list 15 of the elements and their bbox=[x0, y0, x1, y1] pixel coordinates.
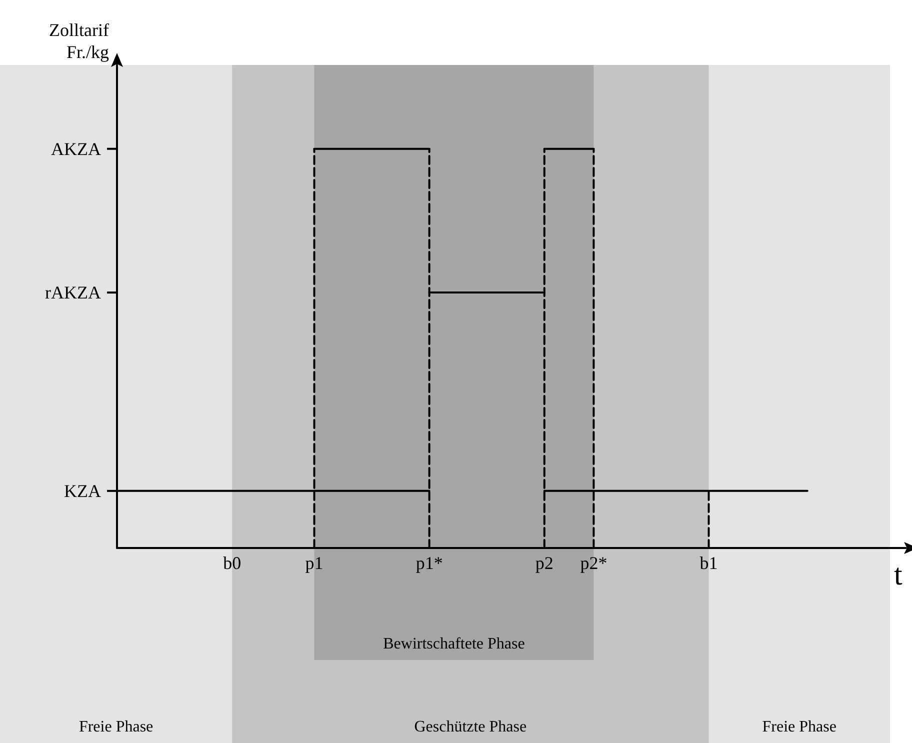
y-axis-title: Zolltarif Fr./kg bbox=[49, 20, 109, 62]
x-tick-label: b1 bbox=[700, 553, 718, 573]
text: Freie Phase bbox=[762, 718, 836, 736]
band-label: Geschützte Phase bbox=[414, 718, 527, 736]
x-tick-label: p2* bbox=[580, 553, 608, 573]
x-axis-title: t bbox=[894, 558, 903, 592]
text: Freie Phase bbox=[78, 718, 154, 736]
legend-label: rAKZA bbox=[45, 282, 101, 303]
x-tick-label: p1 bbox=[305, 553, 324, 573]
legend-label: AKZA bbox=[51, 138, 101, 159]
x-tick-label: b0 bbox=[223, 553, 242, 573]
x-tick-label: p2 bbox=[535, 553, 554, 573]
band-label: Bewirtschaftete Phase bbox=[383, 636, 525, 652]
legend-label: KZA bbox=[64, 480, 101, 501]
x-tick-label: p1* bbox=[416, 553, 443, 573]
